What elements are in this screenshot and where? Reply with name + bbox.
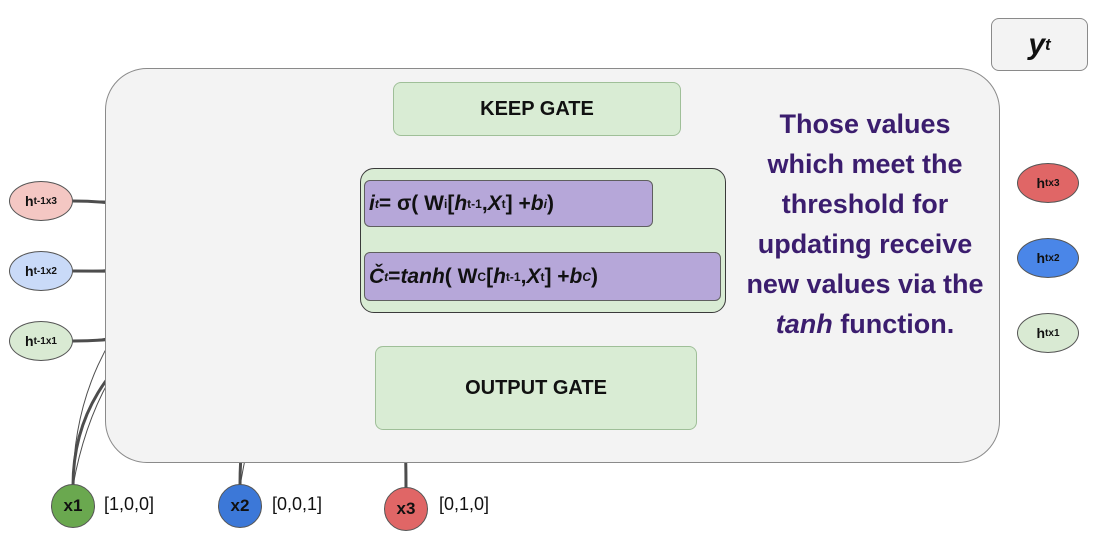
output-gate-label: OUTPUT GATE xyxy=(465,376,607,399)
h-prev-x1-node: h t-1 x1 xyxy=(9,321,73,361)
input-x2-vector: [0,0,1] xyxy=(272,494,323,514)
annotation-text: Those values which meet the threshold fo… xyxy=(746,109,984,339)
keep-gate-label: KEEP GATE xyxy=(480,97,594,120)
h-new-x2-node: h t x2 xyxy=(1017,238,1079,278)
keep-gate: KEEP GATE xyxy=(393,82,681,136)
input-x3-node: x3 xyxy=(384,487,428,531)
input-x3-vector: [0,1,0] xyxy=(439,494,490,514)
h-new-x3-node: h t x3 xyxy=(1017,163,1079,203)
input-x1-node: x1 xyxy=(51,484,95,528)
input-x2-node: x2 xyxy=(218,484,262,528)
h-prev-x3-node: h t-1 x3 xyxy=(9,181,73,221)
output-gate: OUTPUT GATE xyxy=(375,346,697,430)
h-new-x1-node: h t x1 xyxy=(1017,313,1079,353)
input-x1-vector: [1,0,0] xyxy=(104,494,155,514)
h-prev-x2-node: h t-1 x2 xyxy=(9,251,73,291)
